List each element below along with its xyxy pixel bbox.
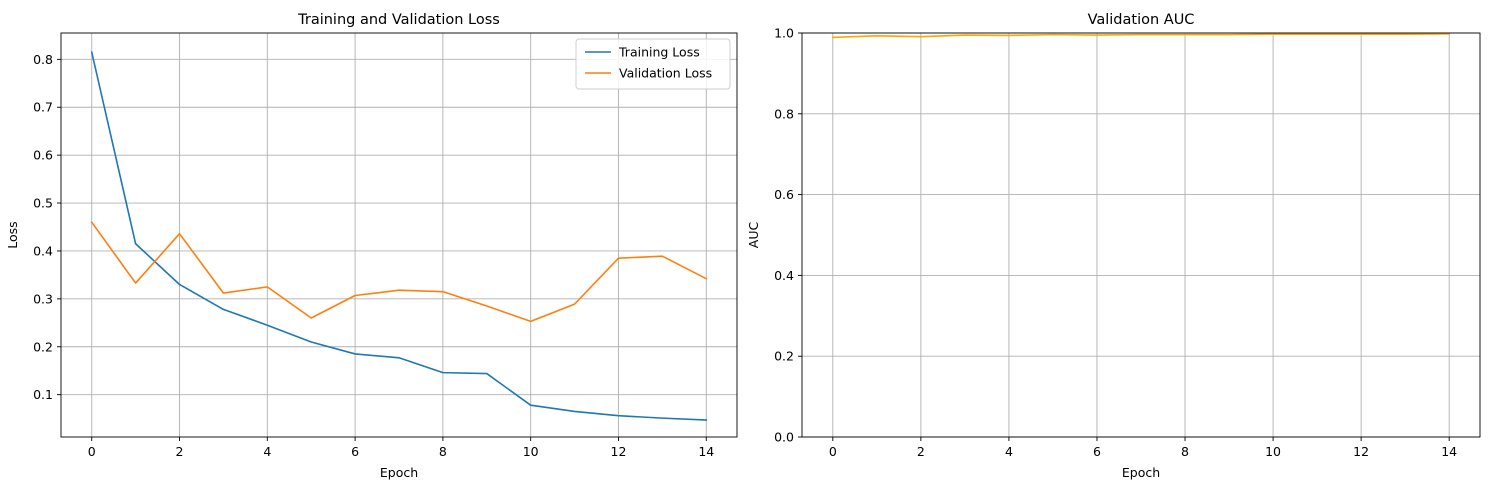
x-tick-label: 14 — [698, 444, 714, 459]
y-tick-label: 0.1 — [33, 387, 53, 402]
chart-2: Validation AUC 0 2 4 6 8 10 12 14 0.0 0.2 0.4 0.6 0.8… — [746, 12, 1481, 480]
x-tick-label: 2 — [176, 444, 184, 459]
y-tick-label: 0.4 — [33, 243, 53, 258]
x-tick-label: 8 — [439, 444, 447, 459]
series-line-2 — [90, 221, 708, 323]
y-tick-label: 0.2 — [774, 349, 794, 364]
series-line-1 — [831, 33, 1450, 39]
legend: Training Loss Validation Loss — [575, 38, 731, 90]
x-axis-label: Epoch — [1122, 465, 1160, 480]
legend-box — [575, 38, 731, 90]
x-tick-label: 0 — [829, 444, 837, 459]
y-tick-label: 0.0 — [774, 430, 794, 445]
chart-title: Training and Validation Loss — [297, 12, 500, 28]
axes-frame — [60, 32, 738, 438]
legend-label-2: Validation Loss — [619, 66, 712, 81]
chart-title: Validation AUC — [1088, 12, 1195, 28]
y-tick-label: 0.2 — [33, 339, 53, 354]
x-tick-label: 14 — [1441, 444, 1457, 459]
x-tick-label: 6 — [351, 444, 359, 459]
x-tick-label: 4 — [263, 444, 271, 459]
y-tick-label: 0.8 — [774, 106, 794, 121]
series-line-1 — [90, 51, 708, 421]
y-tick-label: 0.8 — [33, 52, 53, 67]
y-tick-label: 0.7 — [33, 100, 53, 115]
y-tick-label: 0.6 — [33, 148, 53, 163]
x-tick-label: 2 — [917, 444, 925, 459]
x-axis-label: Epoch — [380, 465, 418, 480]
y-tick-label: 0.5 — [33, 196, 53, 211]
x-tick-label: 6 — [1093, 444, 1101, 459]
x-tick-label: 12 — [611, 444, 627, 459]
y-tick-label: 1.0 — [774, 26, 794, 41]
x-tick-label: 8 — [1181, 444, 1189, 459]
y-axis-label: AUC — [746, 222, 761, 249]
y-tick-label: 0.4 — [774, 268, 794, 283]
x-tick-label: 10 — [523, 444, 539, 459]
x-tick-label: 10 — [1265, 444, 1281, 459]
y-axis-label: Loss — [5, 221, 20, 248]
y-tick-label: 0.3 — [33, 291, 53, 306]
legend-label-1: Training Loss — [618, 45, 700, 60]
chart-1: Training and Validation Loss 0 2 4 6 8 10 12 14 0… — [5, 12, 738, 480]
x-tick-label: 4 — [1005, 444, 1013, 459]
x-tick-label: 12 — [1353, 444, 1369, 459]
y-tick-label: 0.6 — [774, 187, 794, 202]
x-tick-label: 0 — [88, 444, 96, 459]
axes-frame — [801, 32, 1481, 438]
